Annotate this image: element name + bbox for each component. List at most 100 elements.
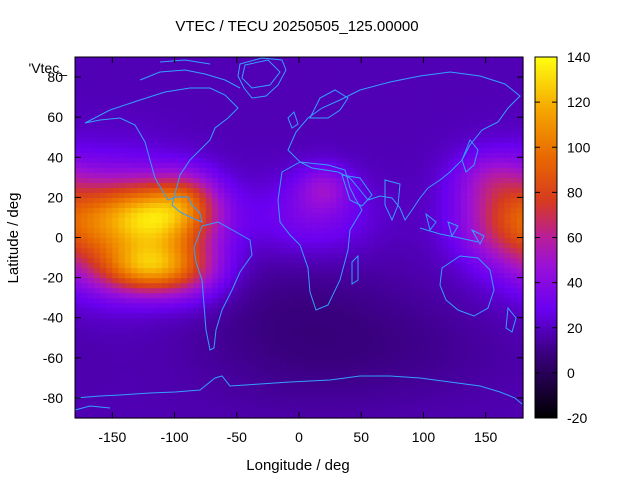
heatmap-cell bbox=[112, 157, 120, 163]
heatmap-cell bbox=[398, 142, 406, 148]
heatmap-cell bbox=[448, 287, 456, 294]
heatmap-cell bbox=[317, 277, 325, 284]
heatmap-cell bbox=[342, 137, 350, 143]
heatmap-cell bbox=[286, 62, 294, 68]
heatmap-cell bbox=[255, 237, 263, 244]
heatmap-cell bbox=[230, 277, 238, 284]
heatmap-cell bbox=[348, 232, 356, 239]
heatmap-cell bbox=[323, 372, 331, 379]
heatmap-cell bbox=[137, 207, 145, 214]
heatmap-cell bbox=[330, 102, 337, 108]
heatmap-cell bbox=[292, 82, 300, 88]
heatmap-cell bbox=[473, 372, 481, 379]
heatmap-cell bbox=[448, 312, 456, 319]
heatmap-cell bbox=[93, 312, 101, 319]
heatmap-cell bbox=[342, 222, 350, 229]
heatmap-cell bbox=[193, 277, 201, 284]
heatmap-cell bbox=[168, 237, 176, 244]
heatmap-cell bbox=[174, 202, 182, 209]
heatmap-cell bbox=[491, 87, 499, 93]
heatmap-cell bbox=[131, 127, 138, 133]
heatmap-cell bbox=[305, 217, 313, 224]
heatmap-cell bbox=[498, 137, 505, 143]
heatmap-cell bbox=[274, 392, 281, 399]
heatmap-cell bbox=[112, 147, 120, 153]
heatmap-cell bbox=[361, 207, 369, 214]
heatmap-cell bbox=[149, 122, 157, 128]
heatmap-cell bbox=[155, 117, 163, 123]
heatmap-cell bbox=[373, 277, 381, 284]
heatmap-cell bbox=[261, 97, 269, 103]
heatmap-cell bbox=[491, 287, 499, 294]
heatmap-cell bbox=[411, 162, 418, 168]
heatmap-cell bbox=[149, 177, 157, 183]
heatmap-cell bbox=[255, 337, 263, 344]
heatmap-cell bbox=[149, 402, 157, 409]
heatmap-cell bbox=[485, 242, 493, 249]
heatmap-cell bbox=[81, 277, 89, 284]
heatmap-cell bbox=[75, 392, 82, 399]
heatmap-cell bbox=[292, 77, 300, 83]
heatmap-cell bbox=[75, 252, 82, 259]
heatmap-cell bbox=[411, 57, 418, 63]
heatmap-cell bbox=[292, 232, 300, 239]
heatmap-cell bbox=[143, 292, 151, 299]
heatmap-cell bbox=[286, 202, 294, 209]
heatmap-cell bbox=[348, 167, 356, 173]
heatmap-cell bbox=[292, 222, 300, 229]
heatmap-cell bbox=[504, 347, 512, 354]
heatmap-cell bbox=[448, 252, 456, 259]
heatmap-cell bbox=[255, 62, 263, 68]
heatmap-cell bbox=[473, 77, 481, 83]
heatmap-cell bbox=[423, 162, 431, 168]
heatmap-cell bbox=[243, 327, 250, 334]
heatmap-cell bbox=[467, 312, 474, 319]
heatmap-cell bbox=[342, 82, 350, 88]
heatmap-cell bbox=[379, 217, 387, 224]
heatmap-cell bbox=[367, 402, 375, 409]
heatmap-cell bbox=[330, 372, 337, 379]
heatmap-cell bbox=[292, 322, 300, 329]
heatmap-cell bbox=[411, 387, 418, 394]
heatmap-cell bbox=[193, 82, 201, 88]
heatmap-cell bbox=[280, 407, 288, 414]
heatmap-cell bbox=[230, 172, 238, 178]
heatmap-cell bbox=[131, 202, 138, 209]
heatmap-cell bbox=[429, 192, 437, 198]
heatmap-cell bbox=[274, 192, 281, 198]
heatmap-cell bbox=[75, 402, 82, 409]
heatmap-cell bbox=[448, 157, 456, 163]
heatmap-cell bbox=[211, 72, 219, 78]
heatmap-cell bbox=[367, 357, 375, 364]
heatmap-cell bbox=[286, 152, 294, 158]
heatmap-cell bbox=[205, 197, 213, 203]
heatmap-cell bbox=[317, 407, 325, 414]
heatmap-cell bbox=[187, 92, 194, 98]
heatmap-cell bbox=[311, 382, 319, 389]
heatmap-cell bbox=[373, 342, 381, 349]
heatmap-cell bbox=[367, 102, 375, 108]
heatmap-cell bbox=[267, 292, 275, 299]
heatmap-cell bbox=[392, 332, 400, 339]
heatmap-cell bbox=[112, 407, 120, 414]
heatmap-cell bbox=[323, 132, 331, 138]
heatmap-cell bbox=[187, 212, 194, 219]
heatmap-cell bbox=[342, 212, 350, 219]
heatmap-cell bbox=[348, 322, 356, 329]
heatmap-cell bbox=[124, 207, 132, 214]
heatmap-cell bbox=[81, 92, 89, 98]
heatmap-cell bbox=[243, 192, 250, 198]
heatmap-cell bbox=[211, 132, 219, 138]
heatmap-cell bbox=[373, 67, 381, 73]
heatmap-cell bbox=[261, 287, 269, 294]
heatmap-cell bbox=[193, 297, 201, 304]
heatmap-cell bbox=[261, 132, 269, 138]
heatmap-cell bbox=[261, 392, 269, 399]
heatmap-cell bbox=[498, 397, 505, 404]
heatmap-cell bbox=[373, 187, 381, 193]
heatmap-cell bbox=[330, 397, 337, 404]
heatmap-cell bbox=[218, 352, 225, 359]
heatmap-cell bbox=[336, 57, 344, 63]
heatmap-cell bbox=[280, 282, 288, 289]
heatmap-cell bbox=[330, 272, 337, 279]
